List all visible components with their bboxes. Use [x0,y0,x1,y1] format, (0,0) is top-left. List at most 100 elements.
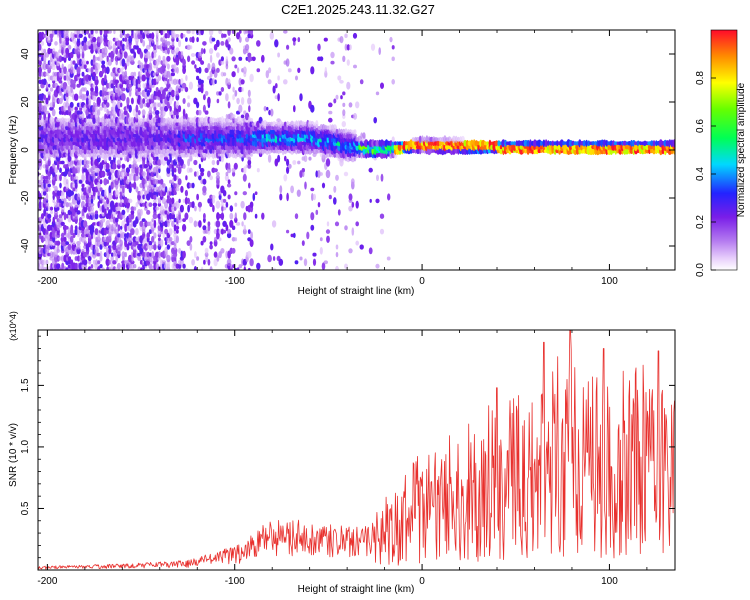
spectrogram-cell [63,212,67,221]
spectrogram-cell [47,158,51,167]
spectrogram-cell [247,156,252,161]
spectrogram-cell [58,55,63,63]
spectrogram-cell [74,106,78,111]
spectrogram-cell [41,264,44,269]
spectrogram-cell [350,178,355,186]
spectrogram-cell [191,182,195,189]
spectrogram-cell [78,33,83,38]
spectrogram-cell [42,156,47,162]
spectrogram-cell [79,114,83,119]
spectrogram-cell [103,121,107,127]
spectrogram-cell [299,256,303,261]
spectrogram-cell [83,36,88,43]
spectrogram-cell [157,102,162,108]
spectrogram-cell [139,51,144,59]
spectrogram-cell [153,219,157,229]
spectrogram-cell [234,64,238,69]
spectrogram-cell [125,167,130,174]
spectrogram-cell [189,236,193,243]
spectrogram-cell [277,93,280,102]
spectrogram-cell [96,236,101,243]
spectrogram-cell [83,259,88,266]
spectrogram-cell [98,139,104,147]
spectrogram-cell [119,30,123,36]
spectrogram-cell [110,71,114,77]
spectrogram-cell [53,167,59,174]
spectrogram-cell [391,45,395,50]
spectrogram-cell [121,87,126,92]
spectrogram-cell [231,225,236,231]
spectrogram-cell [251,56,256,62]
spectrogram-cell [187,55,191,63]
spectrogram-cell [203,48,206,54]
spectrogram-cell [79,89,83,98]
spectrogram-cell [62,239,68,247]
spectrogram-cell [115,232,118,238]
spectrogram-cell [38,79,42,85]
spectrogram-cell [47,240,51,247]
spectrogram-cell [137,110,141,116]
spectrogram-cell [138,116,141,124]
spectrogram-cell [185,75,188,81]
spectrogram-cell [128,83,133,88]
spectrogram-cell [88,185,92,194]
spectrogram-cell [155,156,159,161]
spectrogram-cell [86,90,89,97]
spectrogram-cell [391,136,395,143]
spectrogram-cell [90,30,94,35]
spectrogram-cell [178,39,182,48]
spectrogram-cell [190,53,196,57]
spectrogram-cell [56,120,61,128]
spectrogram-cell [130,172,134,176]
spectrogram-cell [234,202,238,207]
spectrogram-cell [70,137,74,142]
spectrogram-cell [155,133,159,138]
spectrogram-cell [92,148,96,154]
spectrogram-cell [72,128,76,135]
spectrogram-cell [328,117,333,123]
spectrogram-cell [161,89,166,98]
spectrogram-x-tick-label: -100 [225,276,245,287]
spectrogram-cell [137,166,141,174]
spectrogram-cell [114,229,119,235]
spectrogram-cell [50,37,53,43]
spectrogram-cell [65,163,69,169]
spectrogram-cell [209,244,213,250]
spectrogram-cell [124,70,128,78]
spectrogram-cell [272,256,276,261]
spectrogram-cell [243,212,247,221]
spectrogram-cell [65,102,70,108]
spectrogram-cell [233,162,238,170]
spectrogram-cell [58,214,63,219]
spectrogram-cell [47,217,52,223]
spectrogram-cell [60,221,65,226]
spectrogram-cell [128,173,132,182]
spectrogram-cell [234,237,238,242]
spectrogram-cell [85,30,90,35]
spectrogram-cell [130,71,135,77]
snr-panel: -200 -100 0 100 0.5 1.0 1.5 Height of straight… [8,311,676,595]
spectrogram-cell [42,62,47,71]
spectrogram-cell [47,183,51,188]
spectrogram-cell [355,101,360,109]
spectrogram-cell [108,260,112,265]
spectrogram-cell [78,110,83,115]
spectrogram-cell [137,83,141,88]
spectrogram-cell [89,202,95,207]
spectrogram-cell [56,174,60,182]
spectrogram-cell [130,210,135,215]
spectrogram-cell [72,32,76,39]
spectrogram-cell [56,240,61,246]
spectrogram-cell [325,158,331,167]
spectrogram-cell [110,252,114,257]
spectrogram-cell [166,55,171,62]
spectrogram-cell [97,260,101,265]
spectrogram-cell [222,190,227,197]
spectrogram-cell [247,52,252,58]
spectrogram-cell [47,74,51,82]
spectrogram-y-axis-label: Frequency (Hz) [8,116,19,185]
spectrogram-cell [323,37,328,42]
spectrogram-cell [334,221,340,227]
spectrogram-cell [40,41,45,46]
spectrogram-cell [128,217,132,223]
